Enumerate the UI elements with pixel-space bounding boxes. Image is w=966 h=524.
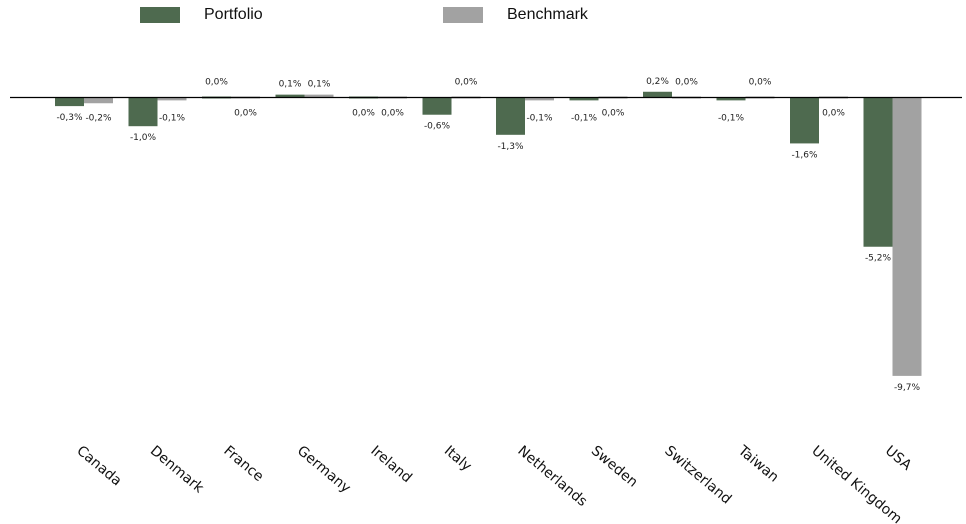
bar-portfolio-united-kingdom xyxy=(790,97,819,144)
value-label-benchmark-canada: -0,2% xyxy=(85,114,112,124)
bar-benchmark-germany xyxy=(304,94,334,98)
legend-item-benchmark: Benchmark xyxy=(443,6,588,24)
bar-benchmark-netherlands xyxy=(525,97,554,101)
bars-layer xyxy=(55,91,922,376)
value-label-benchmark-ireland: 0,0% xyxy=(381,109,404,119)
bar-portfolio-usa xyxy=(863,97,893,247)
category-label-usa: USA xyxy=(882,443,915,474)
category-label-italy: Italy xyxy=(441,443,475,475)
value-label-benchmark-switzerland: 0,0% xyxy=(675,78,698,88)
value-label-benchmark-sweden: 0,0% xyxy=(602,109,625,119)
value-label-portfolio-ireland: 0,0% xyxy=(352,109,375,119)
bar-portfolio-taiwan xyxy=(716,97,746,101)
value-label-portfolio-united-kingdom: -1,6% xyxy=(791,150,818,160)
value-labels-layer: -0,3% -0,2%-1,0%-0,1%0,0%0,0%0,1% 0,1%0,0%… xyxy=(56,77,920,393)
legend-item-portfolio: Portfolio xyxy=(140,6,263,24)
value-label-benchmark-italy: 0,0% xyxy=(455,78,478,88)
bar-benchmark-usa xyxy=(892,97,922,376)
value-label-portfolio-germany: 0,1% xyxy=(279,80,302,90)
category-label-france: France xyxy=(220,443,266,485)
bar-portfolio-netherlands xyxy=(496,97,525,135)
category-label-denmark: Denmark xyxy=(147,443,207,497)
value-label-benchmark-germany: 0,1% xyxy=(308,80,331,90)
chart-legend: Portfolio Benchmark xyxy=(0,6,966,32)
value-label-portfolio-italy: -0,6% xyxy=(424,122,451,132)
value-label-benchmark-netherlands: -0,1% xyxy=(526,114,553,124)
category-label-netherlands: Netherlands xyxy=(514,443,590,510)
category-label-ireland: Ireland xyxy=(367,443,414,486)
value-label-portfolio-canada: -0,3% xyxy=(56,113,83,123)
value-label-benchmark-denmark: -0,1% xyxy=(159,114,186,124)
value-label-portfolio-usa: -5,2% xyxy=(865,254,892,264)
legend-swatch-benchmark xyxy=(443,7,483,23)
bar-portfolio-sweden xyxy=(569,97,599,101)
value-label-portfolio-switzerland: 0,2% xyxy=(646,77,669,87)
bar-benchmark-canada xyxy=(84,97,113,104)
legend-label-portfolio: Portfolio xyxy=(204,6,263,23)
value-label-benchmark-usa: -9,7% xyxy=(894,383,921,393)
value-label-portfolio-taiwan: -0,1% xyxy=(718,114,745,124)
legend-label-benchmark: Benchmark xyxy=(507,6,588,23)
legend-swatch-portfolio xyxy=(140,7,180,23)
value-label-benchmark-taiwan: 0,0% xyxy=(749,78,772,88)
bar-portfolio-switzerland xyxy=(643,91,672,98)
category-label-switzerland: Switzerland xyxy=(661,443,734,508)
value-label-portfolio-denmark: -1,0% xyxy=(130,133,157,143)
category-label-canada: Canada xyxy=(73,443,124,490)
category-labels-layer: Canada Denmark France Germany Ireland Italy Ne… xyxy=(73,442,914,524)
value-label-portfolio-sweden: -0,1% xyxy=(571,114,598,124)
value-label-portfolio-netherlands: -1,3% xyxy=(497,142,524,152)
value-label-portfolio-france: 0,0% xyxy=(205,78,228,88)
bar-portfolio-italy xyxy=(422,97,452,115)
category-label-sweden: Sweden xyxy=(588,443,641,491)
value-label-benchmark-france: 0,0% xyxy=(234,109,257,119)
bar-benchmark-denmark xyxy=(157,97,187,101)
value-label-benchmark-united-kingdom: 0,0% xyxy=(822,109,845,119)
bar-portfolio-denmark xyxy=(128,97,158,127)
bar-portfolio-canada xyxy=(55,97,84,107)
category-label-germany: Germany xyxy=(294,443,354,497)
category-label-taiwan: Taiwan xyxy=(734,442,782,486)
bar-portfolio-germany xyxy=(275,94,305,98)
